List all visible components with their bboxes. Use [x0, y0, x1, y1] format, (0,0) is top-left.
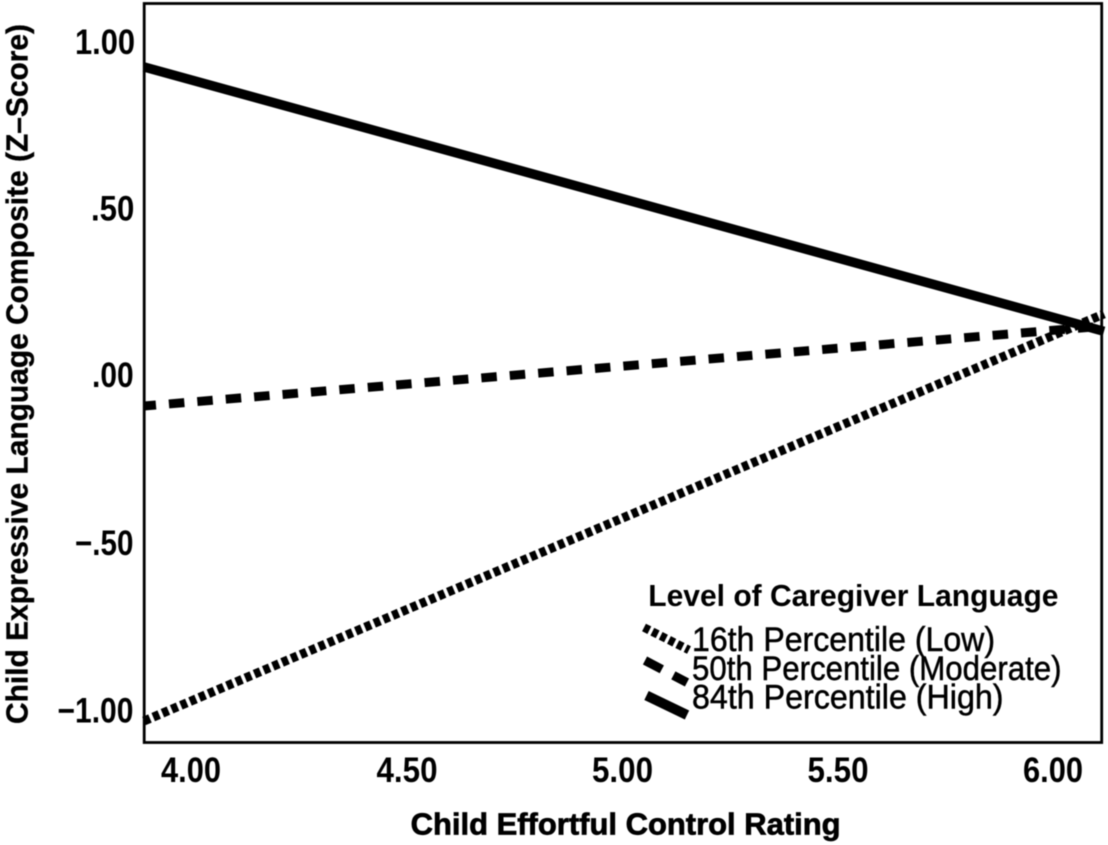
- svg-text:6.00: 6.00: [1023, 751, 1083, 790]
- svg-text:5.00: 5.00: [592, 751, 653, 790]
- svg-text:.50: .50: [91, 189, 134, 228]
- svg-text:1.00: 1.00: [75, 23, 135, 62]
- svg-text:Child Effortful Control Rating: Child Effortful Control Rating: [411, 807, 841, 842]
- svg-text:Level of Caregiver Language: Level of Caregiver Language: [648, 578, 1058, 613]
- svg-text:4.00: 4.00: [161, 751, 221, 790]
- svg-text:−1.00: −1.00: [58, 691, 134, 730]
- svg-text:50th Percentile (Moderate): 50th Percentile (Moderate): [692, 650, 1062, 688]
- svg-text:16th Percentile (Low): 16th Percentile (Low): [692, 621, 995, 659]
- svg-text:84th Percentile (High): 84th Percentile (High): [692, 678, 1004, 716]
- svg-text:5.50: 5.50: [808, 751, 869, 790]
- svg-text:−.50: −.50: [75, 524, 133, 563]
- svg-text:Child Expressive Language Comp: Child Expressive Language Composite (Z–S…: [0, 24, 35, 724]
- svg-text:4.50: 4.50: [377, 751, 438, 790]
- svg-text:.00: .00: [92, 356, 134, 395]
